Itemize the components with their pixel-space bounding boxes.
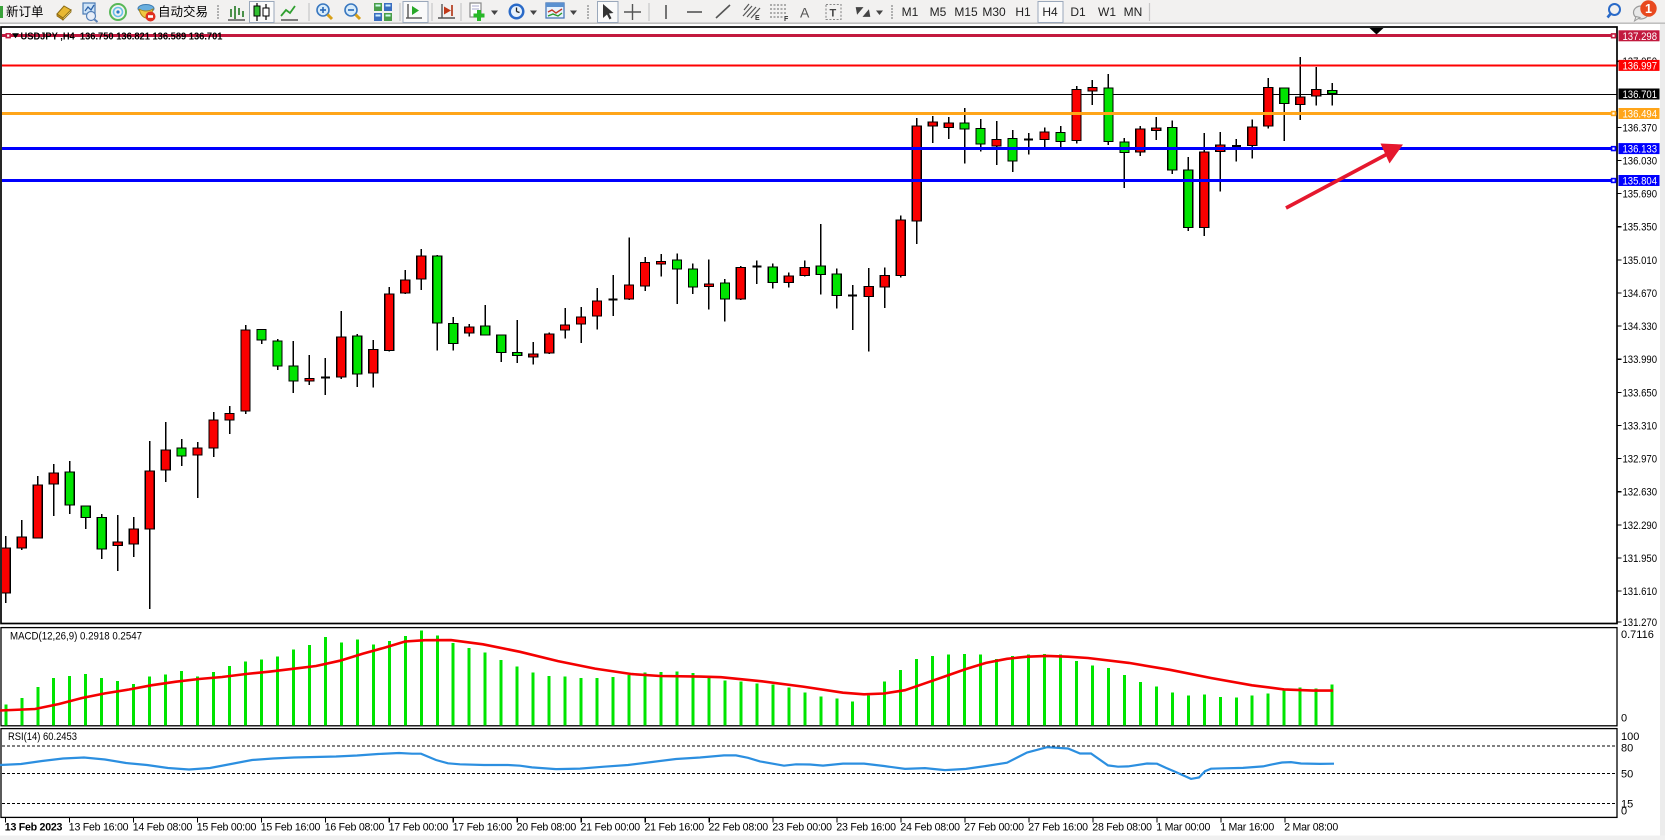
svg-text:133.990: 133.990 — [1623, 354, 1658, 366]
svg-text:MACD(12,26,9) 0.2918 0.2547: MACD(12,26,9) 0.2918 0.2547 — [10, 631, 142, 643]
svg-text:14 Feb 08:00: 14 Feb 08:00 — [133, 822, 193, 834]
svg-text:135.804: 135.804 — [1623, 176, 1658, 188]
svg-text:新订单: 新订单 — [6, 4, 44, 19]
svg-text:1 Mar 00:00: 1 Mar 00:00 — [1156, 822, 1210, 834]
svg-text:0: 0 — [1621, 806, 1627, 818]
svg-text:27 Feb 00:00: 27 Feb 00:00 — [964, 822, 1024, 834]
svg-text:137.298: 137.298 — [1623, 31, 1658, 43]
svg-text:A: A — [800, 5, 810, 21]
svg-text:E: E — [755, 15, 760, 22]
svg-text:136.370: 136.370 — [1623, 122, 1658, 134]
svg-text:134.330: 134.330 — [1623, 321, 1658, 333]
svg-text:136.701: 136.701 — [1623, 89, 1658, 101]
svg-text:USDJPY ,H4 136.750 136.821 13: USDJPY ,H4 136.750 136.821 136.589 136.7… — [21, 30, 223, 42]
svg-text:23 Feb 16:00: 23 Feb 16:00 — [836, 822, 896, 834]
svg-text:15 Feb 00:00: 15 Feb 00:00 — [197, 822, 257, 834]
svg-text:135.350: 135.350 — [1623, 222, 1658, 234]
svg-text:H4: H4 — [1042, 5, 1058, 19]
svg-text:F: F — [784, 16, 789, 23]
svg-text:136.133: 136.133 — [1623, 144, 1658, 156]
svg-text:80: 80 — [1621, 743, 1633, 755]
svg-text:0.7116: 0.7116 — [1621, 629, 1654, 641]
svg-text:50: 50 — [1621, 768, 1633, 780]
svg-text:133.310: 133.310 — [1623, 420, 1658, 432]
svg-text:13 Feb 2023: 13 Feb 2023 — [5, 822, 63, 834]
svg-text:1: 1 — [1645, 2, 1652, 16]
svg-text:21 Feb 16:00: 21 Feb 16:00 — [645, 822, 705, 834]
svg-text:27 Feb 16:00: 27 Feb 16:00 — [1028, 822, 1088, 834]
svg-text:131.610: 131.610 — [1623, 586, 1658, 598]
svg-text:16 Feb 08:00: 16 Feb 08:00 — [325, 822, 385, 834]
svg-text:0: 0 — [1621, 713, 1627, 725]
svg-text:131.270: 131.270 — [1623, 617, 1658, 629]
svg-text:M1: M1 — [902, 5, 919, 19]
svg-text:21 Feb 00:00: 21 Feb 00:00 — [581, 822, 641, 834]
svg-text:1 Mar 16:00: 1 Mar 16:00 — [1220, 822, 1274, 834]
svg-text:136.030: 136.030 — [1623, 156, 1658, 168]
svg-text:D1: D1 — [1070, 5, 1086, 19]
svg-text:H1: H1 — [1015, 5, 1031, 19]
svg-text:20 Feb 08:00: 20 Feb 08:00 — [517, 822, 577, 834]
svg-text:132.290: 132.290 — [1623, 520, 1658, 532]
svg-text:132.630: 132.630 — [1623, 487, 1658, 499]
svg-text:23 Feb 00:00: 23 Feb 00:00 — [772, 822, 832, 834]
svg-text:131.950: 131.950 — [1623, 553, 1658, 565]
svg-text:15: 15 — [1621, 798, 1633, 810]
svg-text:135.690: 135.690 — [1623, 189, 1658, 201]
svg-text:M30: M30 — [982, 5, 1006, 19]
svg-text:M15: M15 — [954, 5, 978, 19]
svg-text:135.010: 135.010 — [1623, 255, 1658, 267]
svg-text:15 Feb 16:00: 15 Feb 16:00 — [261, 822, 321, 834]
svg-text:28 Feb 08:00: 28 Feb 08:00 — [1092, 822, 1152, 834]
svg-text:W1: W1 — [1098, 5, 1116, 19]
svg-text:133.650: 133.650 — [1623, 387, 1658, 399]
svg-text:22 Feb 08:00: 22 Feb 08:00 — [709, 822, 769, 834]
svg-text:17 Feb 00:00: 17 Feb 00:00 — [389, 822, 449, 834]
svg-text:136.494: 136.494 — [1623, 109, 1658, 121]
svg-text:134.670: 134.670 — [1623, 288, 1658, 300]
svg-text:13 Feb 16:00: 13 Feb 16:00 — [69, 822, 129, 834]
svg-text:24 Feb 08:00: 24 Feb 08:00 — [900, 822, 960, 834]
svg-text:T: T — [830, 8, 837, 20]
svg-text:MN: MN — [1124, 5, 1143, 19]
svg-text:132.970: 132.970 — [1623, 454, 1658, 466]
svg-text:136.997: 136.997 — [1623, 60, 1658, 72]
svg-text:17 Feb 16:00: 17 Feb 16:00 — [453, 822, 513, 834]
svg-text:100: 100 — [1621, 731, 1639, 743]
svg-text:M5: M5 — [930, 5, 947, 19]
svg-text:自动交易: 自动交易 — [158, 4, 208, 19]
svg-text:2 Mar 08:00: 2 Mar 08:00 — [1284, 822, 1338, 834]
svg-text:RSI(14) 60.2453: RSI(14) 60.2453 — [8, 731, 77, 743]
